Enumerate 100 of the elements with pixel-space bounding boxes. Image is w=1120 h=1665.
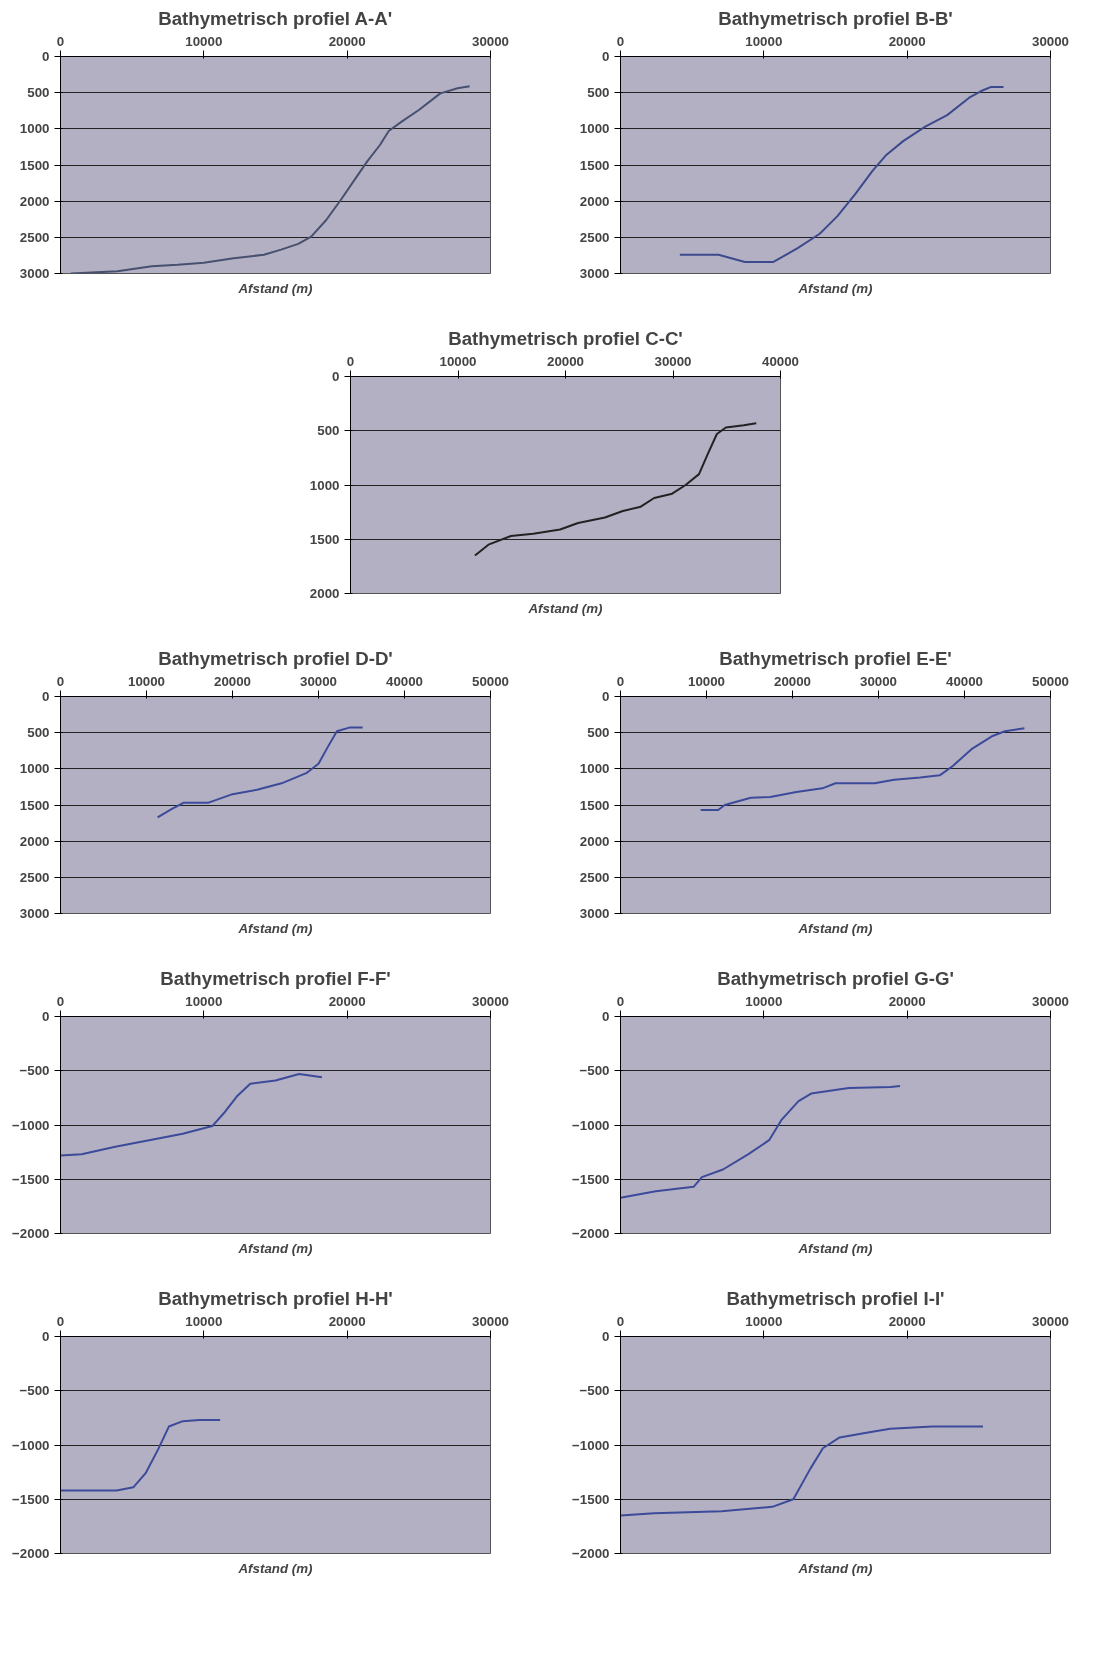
x-axis-title: Afstand (m) (797, 1560, 874, 1576)
x-tick-label: 0 (616, 1313, 625, 1329)
x-axis-title: Afstand (m) (237, 920, 314, 936)
x-tick-label: 40000 (385, 673, 424, 689)
x-tick-label: 10000 (439, 353, 477, 369)
x-tick-label: 10000 (745, 1313, 783, 1329)
x-tick-label: 10000 (185, 33, 223, 49)
y-tick-label: 0 (332, 369, 340, 384)
x-axis-title: Afstand (m) (237, 280, 314, 296)
y-tick-label: −2000 (572, 1546, 610, 1561)
chart-title: Bathymetrisch profiel H-H' (158, 1287, 393, 1309)
y-tick-label: 500 (317, 423, 340, 439)
y-tick-label: 0 (602, 49, 610, 64)
y-tick-label: 1000 (19, 121, 50, 137)
x-tick-label: 0 (616, 33, 625, 49)
y-tick-label: −500 (579, 1383, 610, 1399)
chart-title: Bathymetrisch profiel F-F' (160, 967, 391, 989)
x-tick-label: 20000 (773, 673, 812, 689)
y-tick-label: −1500 (572, 1171, 610, 1187)
y-tick-label: 2000 (579, 833, 610, 849)
x-axis-title: Afstand (m) (797, 1240, 874, 1256)
y-tick-label: −2000 (572, 1226, 610, 1241)
y-tick-label: −500 (19, 1383, 50, 1399)
y-tick-label: 2000 (19, 833, 50, 849)
x-tick-label: 0 (56, 993, 65, 1009)
x-tick-label: 0 (346, 353, 355, 369)
x-tick-label: 20000 (328, 33, 366, 49)
y-tick-label: 500 (587, 725, 610, 741)
x-tick-label: 40000 (945, 673, 984, 689)
y-tick-label: 500 (587, 85, 610, 101)
chart-title: Bathymetrisch profiel A-A' (158, 7, 393, 29)
x-tick-label: 30000 (471, 1313, 510, 1329)
y-tick-label: 1000 (19, 761, 50, 777)
chart-title: Bathymetrisch profiel C-C' (448, 327, 683, 349)
chart-title: Bathymetrisch profiel B-B' (718, 7, 953, 29)
chart-title: Bathymetrisch profiel G-G' (717, 967, 954, 989)
y-tick-label: 1500 (19, 797, 50, 813)
x-tick-label: 30000 (1031, 33, 1070, 49)
chart-title: Bathymetrisch profiel I-I' (726, 1287, 945, 1309)
x-tick-label: 0 (56, 1313, 65, 1329)
x-tick-label: 0 (616, 673, 625, 689)
y-tick-label: 1000 (579, 121, 610, 137)
x-tick-label: 20000 (546, 353, 585, 369)
x-axis-title: Afstand (m) (237, 1560, 314, 1576)
y-tick-label: 0 (42, 49, 50, 64)
x-tick-label: 0 (56, 33, 65, 49)
y-tick-label: 3000 (19, 906, 50, 921)
y-tick-label: −500 (579, 1063, 610, 1079)
y-tick-label: −1500 (572, 1491, 610, 1507)
y-tick-label: 2500 (579, 229, 610, 245)
y-tick-label: −500 (19, 1063, 50, 1079)
x-tick-label: 30000 (859, 673, 898, 689)
y-tick-label: 1500 (579, 797, 610, 813)
y-tick-label: 500 (27, 725, 50, 741)
y-tick-label: −1000 (572, 1437, 610, 1453)
y-tick-label: 1000 (309, 477, 340, 493)
x-tick-label: 10000 (745, 993, 783, 1009)
x-tick-label: 20000 (213, 673, 252, 689)
x-tick-label: 20000 (328, 993, 366, 1009)
y-tick-label: 1500 (579, 157, 610, 173)
y-tick-label: 1500 (309, 531, 340, 547)
y-tick-label: 3000 (19, 266, 50, 281)
y-tick-label: 0 (42, 689, 50, 704)
x-tick-label: 50000 (1031, 673, 1070, 689)
y-tick-label: −2000 (12, 1546, 50, 1561)
y-tick-label: −1000 (12, 1117, 50, 1133)
y-tick-label: 1500 (19, 157, 50, 173)
y-tick-label: −1500 (12, 1171, 50, 1187)
y-tick-label: 0 (42, 1329, 50, 1344)
x-tick-label: 10000 (687, 673, 726, 689)
x-tick-label: 30000 (1031, 1313, 1070, 1329)
y-tick-label: 0 (602, 689, 610, 704)
y-tick-label: 0 (42, 1009, 50, 1024)
y-tick-label: 3000 (579, 906, 610, 921)
y-tick-label: 0 (602, 1009, 610, 1024)
x-tick-label: 10000 (745, 33, 783, 49)
x-axis-title: Afstand (m) (237, 1240, 314, 1256)
x-tick-label: 10000 (185, 993, 223, 1009)
x-axis-title: Afstand (m) (797, 280, 874, 296)
x-tick-label: 0 (56, 673, 65, 689)
y-tick-label: 2500 (19, 869, 50, 885)
x-tick-label: 20000 (328, 1313, 366, 1329)
y-tick-label: 2000 (19, 193, 50, 209)
y-tick-label: −1000 (12, 1437, 50, 1453)
y-tick-label: 2000 (579, 193, 610, 209)
x-tick-label: 10000 (185, 1313, 223, 1329)
x-tick-label: 10000 (127, 673, 166, 689)
x-tick-label: 30000 (299, 673, 338, 689)
y-tick-label: 2500 (579, 869, 610, 885)
y-tick-label: 2500 (19, 229, 50, 245)
x-axis-title: Afstand (m) (797, 920, 874, 936)
x-tick-label: 30000 (654, 353, 692, 369)
x-tick-label: 30000 (1031, 993, 1070, 1009)
x-tick-label: 20000 (888, 33, 926, 49)
x-tick-label: 40000 (761, 353, 800, 369)
y-tick-label: 1000 (579, 761, 610, 777)
x-tick-label: 20000 (888, 1313, 926, 1329)
chart-title: Bathymetrisch profiel D-D' (158, 647, 393, 669)
y-tick-label: −1000 (572, 1117, 610, 1133)
y-tick-label: −2000 (12, 1226, 50, 1241)
